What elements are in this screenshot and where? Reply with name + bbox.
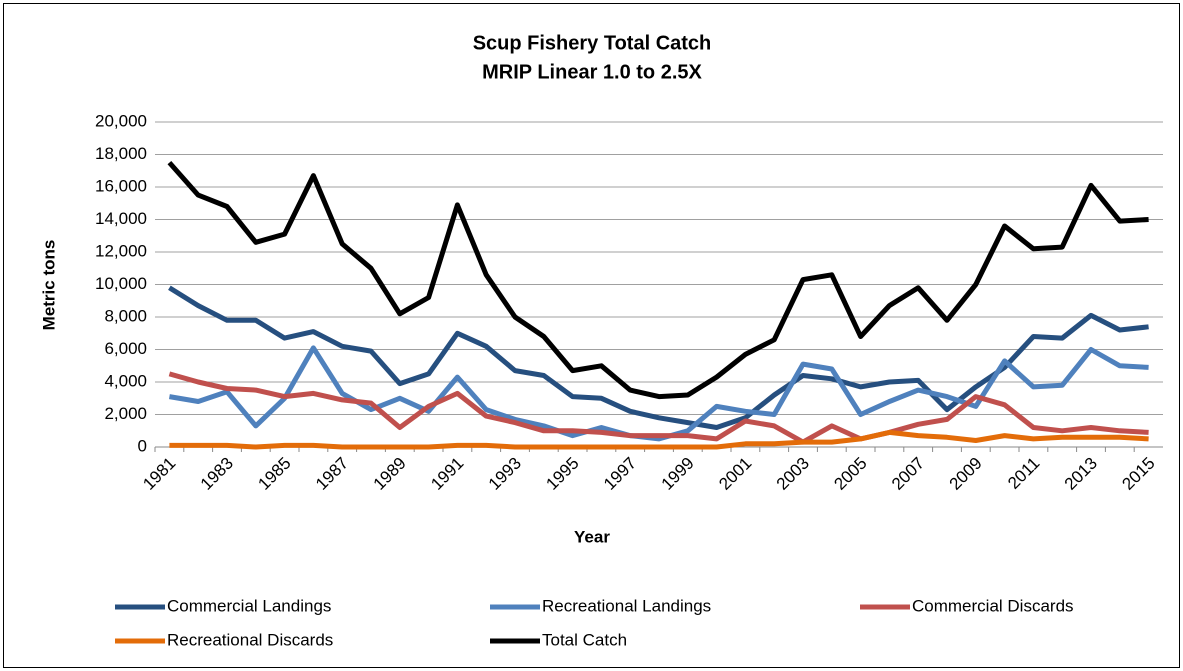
legend-label: Recreational Discards <box>167 630 333 649</box>
legend-label: Commercial Landings <box>167 596 331 615</box>
y-tick-label: 2,000 <box>104 404 147 423</box>
y-tick-label: 16,000 <box>95 176 147 195</box>
y-tick-label: 6,000 <box>104 339 147 358</box>
series-line <box>167 160 1149 400</box>
series-line <box>168 285 1149 430</box>
y-tick-label: 10,000 <box>95 274 147 293</box>
series-line <box>169 429 1149 450</box>
legend-label: Recreational Landings <box>542 596 711 615</box>
legend-label: Commercial Discards <box>912 596 1074 615</box>
legend-label: Total Catch <box>542 630 627 649</box>
y-axis-title: Metric tons <box>39 240 58 331</box>
y-tick-label: 0 <box>138 436 147 455</box>
x-axis-title: Year <box>574 527 610 546</box>
series-line <box>168 345 1149 442</box>
y-tick-label: 14,000 <box>95 209 147 228</box>
chart-border <box>3 3 1180 668</box>
chart-subtitle: MRIP Linear 1.0 to 2.5X <box>482 61 702 83</box>
y-tick-label: 12,000 <box>95 241 147 260</box>
y-tick-label: 20,000 <box>95 111 147 130</box>
y-tick-label: 18,000 <box>95 144 147 163</box>
series-line <box>168 371 1149 445</box>
y-tick-label: 8,000 <box>104 306 147 325</box>
chart-title: Scup Fishery Total Catch <box>473 32 712 54</box>
y-tick-label: 4,000 <box>104 371 147 390</box>
